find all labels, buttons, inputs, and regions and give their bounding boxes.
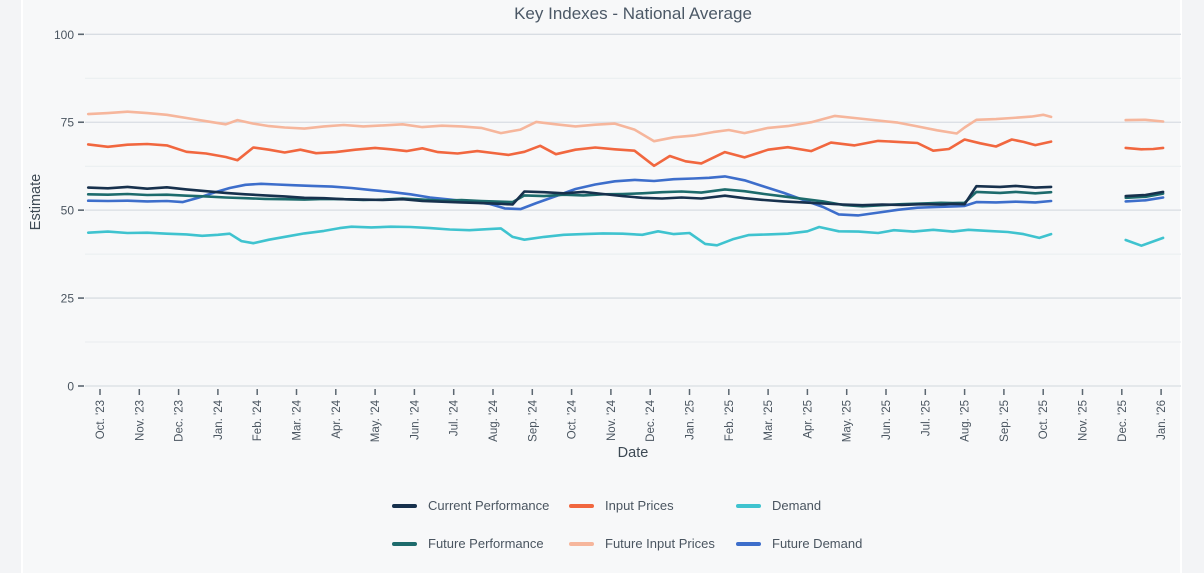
x-tick-label: Jul. '25 (920, 400, 932, 436)
x-tick-label: Jun. '25 (881, 400, 893, 440)
y-tick-label: 100 (54, 28, 74, 42)
legend-item-future-input-prices[interactable]: Future Input Prices (569, 536, 736, 552)
x-tick-label: Apr. '24 (331, 399, 343, 438)
series-line-demand (1124, 236, 1165, 247)
series-line-input-prices (86, 138, 1053, 168)
x-tick-label: Nov. '24 (606, 399, 618, 441)
x-tick-label: Apr. '25 (802, 400, 814, 439)
x-tick-label: Mar. '24 (292, 399, 304, 440)
series-line-input-prices (1124, 146, 1165, 151)
y-tick-label: 25 (61, 292, 75, 306)
right-margin-strip (1182, 0, 1204, 573)
series-line-future-input-prices (86, 110, 1053, 143)
x-tick-label: Aug. '24 (488, 399, 500, 441)
x-tick-label: May. '24 (370, 399, 382, 442)
x-tick-label: Jun. '24 (409, 399, 421, 440)
legend-item-future-performance[interactable]: Future Performance (392, 536, 569, 552)
y-axis-label: Estimate (28, 173, 44, 231)
x-tick-label: Oct. '24 (567, 399, 579, 439)
legend-item-input-prices[interactable]: Input Prices (569, 498, 736, 514)
legend-label-future-demand: Future Demand (772, 536, 863, 551)
series-line-future-demand (1124, 196, 1165, 203)
y-tick-label: 0 (67, 380, 74, 394)
y-tick-label: 50 (61, 204, 75, 218)
x-tick-label: Dec. '25 (1117, 400, 1129, 442)
legend-swatch-future-demand (736, 542, 761, 546)
x-tick-label: Jan. '25 (685, 400, 697, 440)
x-tick-label: Nov. '25 (1078, 400, 1090, 441)
chart-title: Key Indexes - National Average (514, 4, 752, 23)
x-tick-label: Feb. '24 (252, 399, 264, 441)
x-tick-label: Oct. '25 (1038, 400, 1050, 439)
legend-item-current-performance[interactable]: Current Performance (392, 498, 569, 514)
x-tick-label: Feb. '25 (724, 400, 736, 441)
legend-swatch-future-input-prices (569, 542, 594, 546)
x-tick-label: Dec. '23 (174, 400, 186, 442)
legend-item-demand[interactable]: Demand (736, 498, 862, 514)
legend-swatch-demand (736, 504, 761, 508)
x-tick-label: Jan. '24 (213, 399, 225, 440)
x-tick-label: Mar. '25 (763, 400, 775, 441)
y-tick-label: 75 (61, 116, 75, 130)
legend-label-input-prices: Input Prices (605, 498, 674, 513)
x-tick-label: Jan. '26 (1156, 400, 1168, 440)
legend-label-current-performance: Current Performance (428, 498, 550, 513)
x-tick-label: Dec. '24 (645, 399, 657, 441)
legend-item-future-demand[interactable]: Future Demand (736, 536, 862, 552)
line-chart: 0 25 50 75 100 Oct. '23 Nov. '23 Dec. '23 Jan. '… (54, 28, 1181, 442)
legend-swatch-future-performance (392, 542, 417, 546)
legend-swatch-input-prices (569, 504, 594, 508)
legend-label-future-performance: Future Performance (428, 536, 544, 551)
x-tick-label: Nov. '23 (134, 400, 146, 441)
chart-card (21, 0, 1182, 573)
series-line-current-performance (1124, 190, 1165, 198)
x-tick-label: Sep. '24 (527, 399, 539, 441)
series-line-future-performance (1124, 192, 1165, 200)
legend-label-demand: Demand (772, 498, 822, 513)
left-margin-strip (0, 0, 21, 573)
x-tick-label: Aug. '25 (960, 400, 972, 442)
x-tick-label: Jul. '24 (449, 399, 461, 436)
x-tick-label: Sep. '25 (999, 400, 1011, 442)
chart-legend: Current Performance Input Prices Demand Fut… (392, 498, 862, 552)
legend-swatch-current-performance (392, 504, 417, 508)
series-line-demand (86, 225, 1053, 247)
x-tick-label: May. '25 (842, 400, 854, 442)
series-line-future-input-prices (1124, 118, 1165, 123)
x-axis-label: Date (617, 445, 649, 461)
legend-label-future-input-prices: Future Input Prices (605, 536, 715, 551)
x-tick-label: Oct. '23 (95, 400, 107, 439)
series-line-current-performance (86, 184, 1053, 207)
